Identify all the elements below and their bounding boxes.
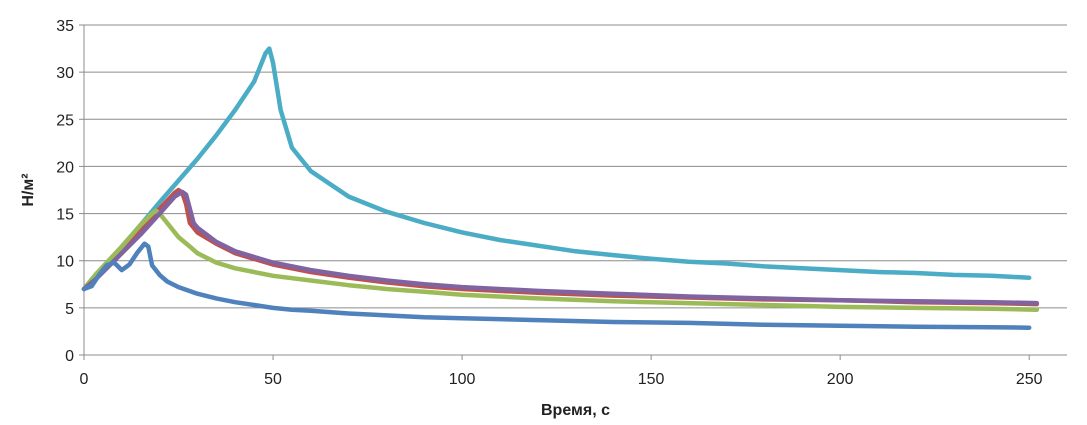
series-line-5 xyxy=(81,241,1032,330)
x-axis-title: Время, с xyxy=(541,402,610,419)
x-tick-label: 150 xyxy=(638,371,665,388)
series-line-1 xyxy=(81,46,1032,292)
axes xyxy=(79,24,1067,360)
series-lines xyxy=(81,46,1040,330)
y-axis-title: Н/м² xyxy=(20,173,37,206)
tick-labels: 0 5 10 15 20 25 30 35 0 50 100 150 200 250 xyxy=(56,18,1042,388)
y-tick-label: 30 xyxy=(56,65,74,82)
series-line-3 xyxy=(81,208,1040,312)
x-tick-label: 250 xyxy=(1016,371,1043,388)
gridlines xyxy=(84,24,1067,309)
y-tick-label: 25 xyxy=(56,112,74,129)
x-tick-label: 100 xyxy=(449,371,476,388)
y-tick-label: 5 xyxy=(65,301,74,318)
y-tick-label: 10 xyxy=(56,254,74,271)
y-tick-label: 35 xyxy=(56,18,74,35)
series-line-4 xyxy=(81,189,1040,306)
x-tick-label: 200 xyxy=(827,371,854,388)
x-tick-label: 50 xyxy=(264,371,282,388)
y-tick-label: 15 xyxy=(56,207,74,224)
y-tick-label: 20 xyxy=(56,159,74,176)
y-tick-label: 0 xyxy=(65,348,74,365)
x-tick-label: 0 xyxy=(80,371,89,388)
